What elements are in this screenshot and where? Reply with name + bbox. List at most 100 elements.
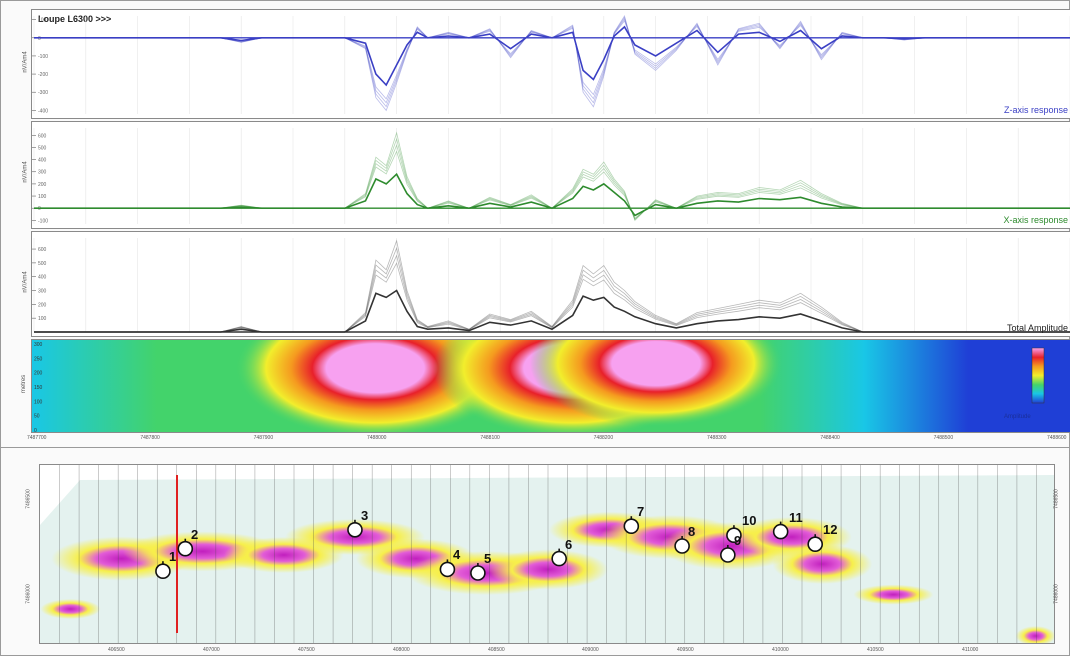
z-axis-series-label: Z-axis response (1003, 105, 1068, 115)
y-tick-label: 100 (38, 194, 47, 200)
y-tick-label: 100 (38, 316, 47, 322)
y-tick-label: 400 (38, 275, 47, 281)
target-point (772, 523, 789, 540)
point-label: 10 (742, 513, 757, 528)
series-line-main (34, 25, 1070, 87)
y-tick-label: 50 (34, 414, 40, 420)
y-tick-label-right: 7486000 (1053, 584, 1060, 604)
anomaly-blob (1015, 626, 1054, 643)
series-line-envelope (34, 239, 1070, 333)
depth-section-ylabel: metres (21, 374, 28, 394)
total-amplitude-series-label: Total Amplitude (1006, 323, 1068, 333)
colorbar (1031, 347, 1045, 404)
y-tick-label: -100 (38, 54, 48, 60)
target-point (551, 550, 567, 567)
y-tick-label: 300 (38, 289, 47, 295)
series-line-main (34, 289, 1070, 333)
plan-map-panel: 1 2 3 4 5 6 7 8 9 10 11 12 (39, 464, 1055, 644)
x-tick-label: 407500 (298, 647, 315, 653)
z-axis-chart: 100 0 -100 -200 -300 -400 (32, 15, 1070, 114)
series-line-envelope (34, 16, 1070, 108)
series-line-envelope (34, 18, 1070, 104)
y-tick-label: 300 (34, 342, 43, 348)
series-line-envelope (34, 262, 1070, 333)
anomaly-blob (772, 544, 873, 584)
series-line-envelope (34, 20, 1070, 100)
divider (1, 447, 1070, 448)
y-tick-label: 600 (38, 133, 47, 139)
x-axis-series-label: X-axis response (1003, 215, 1068, 225)
x-tick-label: 7488600 (1047, 435, 1067, 441)
y-tick-label: 0 (38, 206, 41, 212)
target-point (720, 547, 736, 563)
z-axis-panel: Loupe L6300 >>> 100 0 -100 -200 -300 -400 Z-a… (31, 9, 1070, 119)
target-point (726, 527, 742, 543)
z-axis-ylabel: nV/Am4 (22, 51, 29, 73)
x-tick-label: 7488200 (593, 435, 614, 441)
plan-map-chart (40, 465, 1054, 643)
y-tick-label: 300 (38, 170, 47, 176)
y-tick-label: -300 (38, 90, 48, 96)
y-tick-label-left: 7486000 (25, 584, 32, 604)
x-tick-label: 409500 (677, 647, 694, 653)
series-line-envelope (34, 131, 1070, 222)
point-label: 4 (453, 547, 461, 562)
depth-section-panel: Amplitude 300 250 200 150 100 50 0 (31, 339, 1070, 433)
x-axis-chart: 600 500 400 300 200 100 0 -100 (32, 128, 1070, 224)
point-label: 3 (361, 508, 369, 523)
total-amplitude-panel: 600 500 400 300 200 100 Total Amplitude (31, 231, 1070, 337)
x-tick-label: 410000 (772, 647, 789, 653)
target-point (177, 540, 194, 557)
point-label: 11 (789, 510, 803, 525)
x-tick-label: 7488300 (707, 435, 727, 441)
y-tick-label: 250 (34, 356, 43, 362)
series-line-envelope (34, 144, 1070, 220)
x-tick-label: 7488400 (820, 435, 840, 441)
profile-title: Loupe L6300 >>> (38, 14, 112, 24)
x-tick-label: 7487800 (140, 435, 160, 441)
y-tick-label: 500 (38, 145, 47, 151)
point-label: 2 (191, 527, 199, 542)
series-line-envelope (34, 137, 1070, 221)
series-line-envelope (34, 15, 1070, 112)
x-tick-label: 408500 (488, 647, 505, 653)
series-line-envelope (34, 150, 1070, 219)
series-line-main (34, 172, 1070, 217)
x-axis-ylabel: nV/Am4 (22, 161, 29, 183)
x-tick-label: 7488000 (367, 435, 387, 441)
x-tick-label: 411000 (962, 647, 979, 653)
point-label: 6 (565, 537, 573, 552)
y-tick-label: -400 (38, 108, 48, 114)
colorbar-label: Amplitude (1004, 414, 1031, 420)
y-tick-label: 100 (34, 399, 43, 405)
x-tick-label: 7488100 (480, 435, 500, 441)
anomaly-blob (853, 584, 934, 605)
x-tick-label: 7488500 (933, 435, 954, 441)
x-tick-label: 410500 (867, 647, 884, 653)
x-tick-label: 7487900 (253, 435, 274, 441)
total-amplitude-chart: 600 500 400 300 200 100 (32, 238, 1070, 333)
y-tick-label-left: 7486500 (25, 489, 32, 509)
target-point (439, 561, 456, 578)
y-tick-label: -100 (38, 218, 48, 224)
target-point (470, 565, 486, 581)
y-tick-label: 0 (38, 36, 41, 42)
series-line-envelope (34, 254, 1070, 333)
point-label: 5 (484, 551, 492, 566)
y-tick-label-right: 7486500 (1053, 489, 1060, 509)
series-line-envelope (34, 246, 1070, 333)
x-tick-label: 406500 (108, 647, 125, 653)
x-tick-label: 409000 (582, 647, 599, 653)
y-tick-label: 200 (38, 182, 47, 188)
point-label: 7 (637, 504, 645, 519)
target-point (674, 538, 690, 554)
x-tick-label: 7487700 (27, 435, 47, 441)
y-tick-label: 0 (34, 428, 37, 433)
target-point (347, 522, 363, 538)
point-label: 8 (688, 524, 696, 539)
x-tick-label: 408000 (393, 647, 410, 653)
target-point (155, 563, 171, 579)
y-tick-label: 100 (38, 18, 47, 24)
y-tick-label: 400 (38, 158, 47, 164)
